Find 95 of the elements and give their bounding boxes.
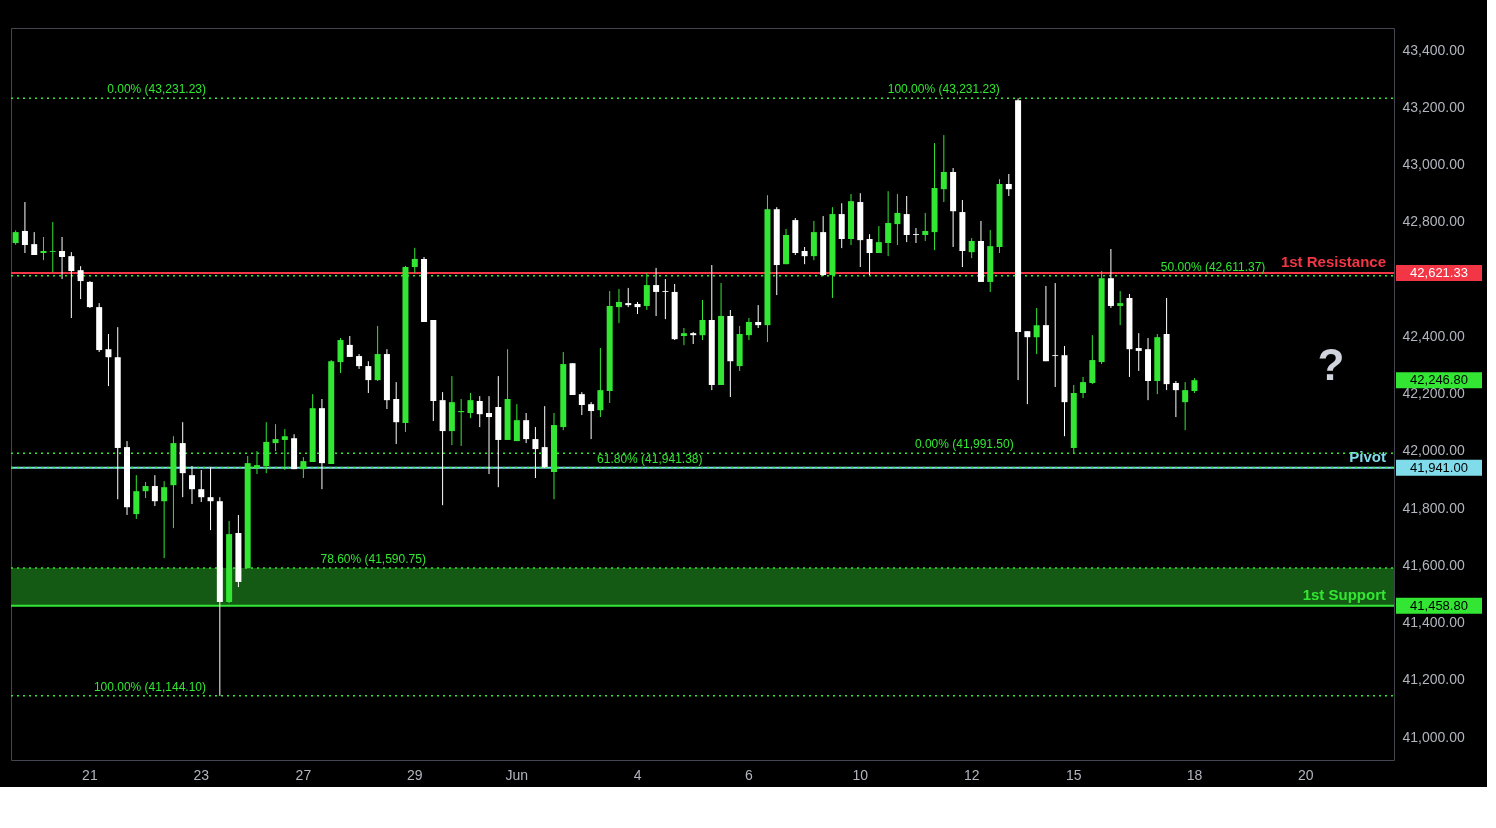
candlestick: [903, 195, 910, 243]
candlestick: [1089, 334, 1096, 385]
candlestick: [532, 426, 539, 479]
x-tick-label: 29: [406, 766, 423, 783]
candlestick: [523, 412, 530, 444]
candlestick: [912, 227, 919, 244]
candlestick: [486, 395, 493, 475]
candlestick: [1117, 290, 1124, 326]
ref-line-label: 0.00% (41,991.50): [914, 437, 1014, 452]
candlestick: [541, 405, 548, 469]
candlestick: [755, 304, 762, 329]
x-tick-label: 27: [295, 766, 312, 783]
candlestick: [411, 247, 418, 274]
text: 41,941.00: [1410, 459, 1468, 475]
candlestick: [189, 465, 195, 505]
candlestick: [1172, 380, 1179, 418]
text: 42,246.80: [1410, 372, 1468, 388]
candlestick: [198, 469, 205, 503]
x-tick-label: 6: [745, 766, 754, 783]
candlestick: [1033, 307, 1040, 355]
x-tick-label: 23: [193, 766, 210, 783]
candlestick: [133, 474, 140, 520]
ref-line-label: 100.00% (41,144.10): [93, 679, 206, 694]
x-tick-label: 12: [963, 766, 980, 783]
candlestick: [1080, 376, 1087, 399]
x-tick-label: 15: [1065, 766, 1082, 783]
candlestick: [161, 480, 168, 559]
candlestick: [1024, 330, 1031, 405]
candlestick: [467, 392, 474, 419]
candlestick: [40, 236, 47, 261]
candlestick: [653, 267, 660, 317]
candlestick: [968, 237, 975, 259]
candlestick: [513, 403, 520, 442]
candlestick: [207, 466, 214, 531]
candlestick: [346, 335, 353, 358]
y-tick-label: 43,400.00: [1402, 41, 1465, 58]
candlestick: [49, 221, 56, 273]
x-tick-label: 18: [1186, 766, 1203, 783]
ref-line-label: 50.00% (42,611.37): [1160, 259, 1266, 274]
candlestick: [866, 233, 873, 276]
ref-line-label: 0.00% (43,231.23): [107, 82, 206, 97]
candlestick: [680, 327, 687, 346]
candlestick: [21, 201, 28, 254]
annotation: ?: [1317, 340, 1345, 389]
y-tick-label: 41,400.00: [1402, 614, 1465, 631]
candlestick: [68, 251, 75, 319]
candlestick: [615, 288, 622, 324]
candlestick: [1135, 332, 1142, 372]
ref-line-label: 78.60% (41,590.75): [320, 551, 426, 566]
candlestick: [393, 381, 400, 445]
y-tick-label: 42,200.00: [1402, 385, 1465, 402]
x-tick-label: 4: [633, 766, 642, 783]
y-tick-label: 41,000.00: [1402, 728, 1465, 745]
candlestick: [337, 337, 344, 374]
y-tick-label: 42,400.00: [1402, 327, 1465, 344]
candlestick: [940, 134, 947, 203]
y-tick-label: 41,600.00: [1402, 556, 1465, 573]
ref-line-label: 1st Resistance: [1280, 252, 1386, 270]
candlestick: [365, 360, 372, 394]
candlestick: [662, 278, 669, 320]
candlestick: [885, 190, 892, 257]
candlestick: [894, 193, 901, 246]
candlestick: [597, 347, 604, 418]
text: 41,458.80: [1410, 597, 1468, 613]
candlestick: [59, 236, 66, 280]
x-tick-label: Jun: [505, 766, 529, 783]
candlestick: [151, 474, 158, 507]
candlestick: [875, 225, 882, 254]
candlestick: [1182, 381, 1189, 431]
candlestick: [699, 299, 706, 341]
ref-line-label: Pivot: [1349, 447, 1386, 465]
y-tick-label: 43,000.00: [1402, 156, 1465, 173]
candlestick: [476, 395, 483, 428]
y-tick-label: 41,800.00: [1402, 499, 1465, 516]
candlestick: [625, 287, 632, 308]
ref-line-label: 1st Support: [1302, 585, 1386, 603]
x-tick-label: 10: [852, 766, 869, 783]
candlestick: [745, 317, 752, 341]
y-tick-label: 43,200.00: [1402, 98, 1465, 115]
text: 42,621.33: [1410, 264, 1468, 280]
y-tick-label: 41,200.00: [1402, 671, 1465, 688]
candlestick: [1005, 173, 1012, 197]
x-tick-label: 20: [1298, 766, 1314, 783]
candlestick: [588, 401, 595, 440]
candlestick: [1052, 282, 1059, 388]
candlestick: [922, 212, 929, 242]
candlestick: [105, 333, 112, 387]
candlestick: [77, 265, 84, 300]
annotation: 100.00% (43,231.23): [887, 82, 1000, 97]
candlestick: [272, 423, 279, 452]
ref-line-label: 61.80% (41,941.38): [597, 451, 703, 466]
y-tick-label: 42,800.00: [1402, 213, 1465, 230]
x-tick-label: 21: [82, 766, 98, 783]
y-tick-label: 42,000.00: [1402, 442, 1465, 459]
candlestick: [578, 391, 585, 416]
